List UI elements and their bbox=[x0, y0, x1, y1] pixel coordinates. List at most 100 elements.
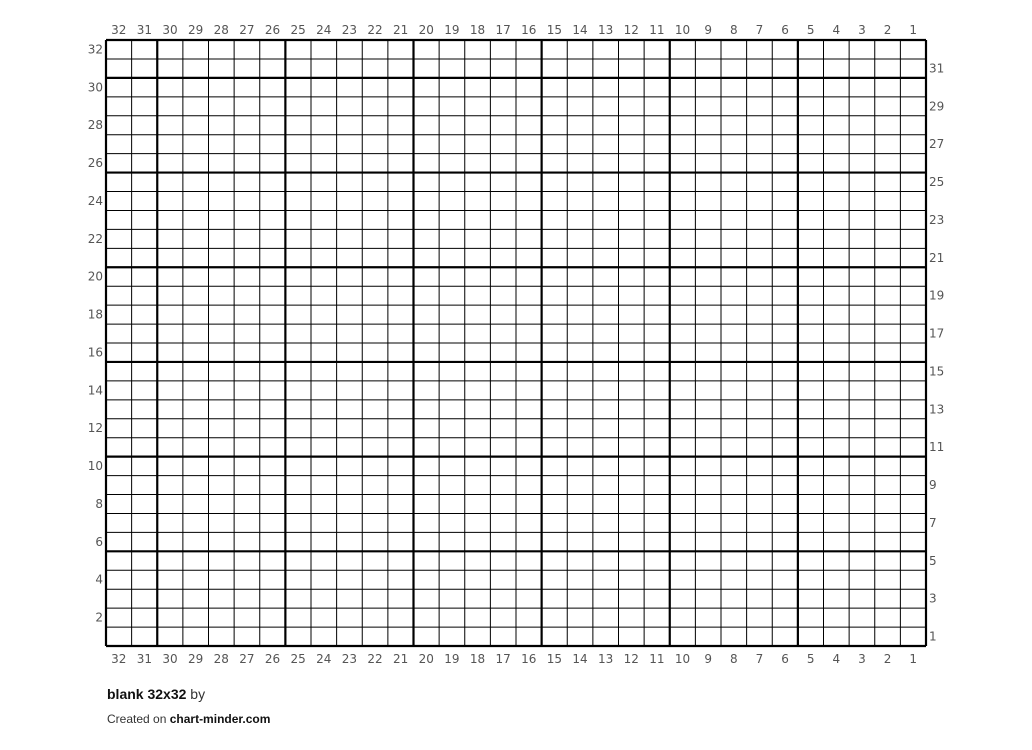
grid-cell bbox=[772, 456, 798, 476]
grid-cell bbox=[259, 361, 286, 381]
grid-cell bbox=[439, 532, 465, 552]
grid-cell bbox=[669, 513, 696, 533]
grid-cell bbox=[797, 570, 824, 590]
column-label-top: 13 bbox=[598, 23, 613, 37]
grid-cell bbox=[823, 305, 850, 325]
grid-cell bbox=[618, 229, 645, 249]
grid-cell bbox=[644, 115, 670, 135]
grid-cell bbox=[387, 115, 414, 135]
grid-cell bbox=[336, 40, 363, 59]
grid-cell bbox=[182, 399, 209, 419]
grid-cell bbox=[874, 324, 901, 343]
grid-cell bbox=[695, 570, 721, 590]
grid-cell bbox=[131, 456, 158, 476]
grid-cell bbox=[516, 399, 542, 419]
grid-cell bbox=[541, 627, 568, 646]
grid-cell bbox=[157, 153, 183, 173]
grid-cell bbox=[721, 380, 747, 400]
row-label-left: 32 bbox=[88, 42, 103, 56]
grid-cell bbox=[541, 551, 568, 571]
grid-cell bbox=[567, 115, 593, 135]
grid-cell bbox=[849, 324, 875, 343]
grid-cell bbox=[823, 210, 850, 230]
grid-cell bbox=[362, 248, 388, 268]
column-label-top: 12 bbox=[624, 23, 639, 37]
row-label-left: 22 bbox=[88, 232, 103, 246]
grid-cell bbox=[336, 399, 363, 419]
grid-cell bbox=[311, 494, 337, 514]
grid-cell bbox=[669, 96, 696, 116]
grid-cell bbox=[131, 380, 158, 400]
grid-cell bbox=[106, 286, 132, 306]
grid-cell bbox=[464, 58, 491, 78]
grid-cell bbox=[362, 627, 388, 646]
grid-cell bbox=[106, 589, 132, 609]
grid-cell bbox=[311, 627, 337, 646]
grid-cell bbox=[900, 77, 926, 97]
row-label-left: 24 bbox=[88, 194, 103, 208]
grid-cell bbox=[797, 456, 824, 476]
grid-cell bbox=[721, 305, 747, 325]
grid-cell bbox=[208, 40, 235, 59]
grid-cell bbox=[413, 229, 440, 249]
grid-cell bbox=[823, 40, 850, 59]
grid-cell bbox=[669, 229, 696, 249]
grid-cell bbox=[464, 248, 491, 268]
column-label-bottom: 1 bbox=[909, 652, 917, 666]
grid-cell bbox=[746, 134, 773, 154]
grid-cell bbox=[849, 627, 875, 646]
grid-cell bbox=[797, 115, 824, 135]
column-label-top: 29 bbox=[188, 23, 203, 37]
grid-cell bbox=[644, 608, 670, 628]
grid-cell bbox=[439, 58, 465, 78]
grid-cell bbox=[362, 134, 388, 154]
grid-cell bbox=[669, 494, 696, 514]
grid-cell bbox=[618, 324, 645, 343]
grid-cell bbox=[721, 248, 747, 268]
grid-cell bbox=[541, 324, 568, 343]
grid-cell bbox=[413, 380, 440, 400]
grid-cell bbox=[464, 437, 491, 457]
column-label-bottom: 28 bbox=[214, 652, 229, 666]
grid-cell bbox=[797, 475, 824, 495]
grid-cell bbox=[413, 570, 440, 590]
grid-cell bbox=[567, 153, 593, 173]
grid-cell bbox=[669, 172, 696, 192]
grid-cell bbox=[849, 551, 875, 571]
grid-cell bbox=[541, 532, 568, 552]
column-label-top: 24 bbox=[316, 23, 331, 37]
grid-cell bbox=[567, 608, 593, 628]
grid-cell bbox=[746, 343, 773, 362]
grid-cell bbox=[567, 361, 593, 381]
chart-name: blank 32x32 bbox=[107, 686, 187, 702]
grid-cell bbox=[182, 456, 209, 476]
grid-cell bbox=[259, 40, 286, 59]
grid-cell bbox=[695, 58, 721, 78]
grid-cell bbox=[182, 286, 209, 306]
grid-cell bbox=[362, 437, 388, 457]
grid-cell bbox=[182, 437, 209, 457]
grid-cell bbox=[823, 343, 850, 362]
column-label-bottom: 26 bbox=[265, 652, 280, 666]
grid-cell bbox=[695, 229, 721, 249]
grid-cell bbox=[695, 475, 721, 495]
grid-cell bbox=[362, 532, 388, 552]
grid-cell bbox=[567, 229, 593, 249]
grid-cell bbox=[234, 475, 260, 495]
grid-cell bbox=[464, 172, 491, 192]
grid-cell bbox=[413, 494, 440, 514]
grid-cell bbox=[464, 589, 491, 609]
grid-cell bbox=[131, 248, 158, 268]
grid-cell bbox=[567, 286, 593, 306]
grid-cell bbox=[746, 210, 773, 230]
grid-cell bbox=[311, 589, 337, 609]
grid-cell bbox=[823, 153, 850, 173]
grid-cell bbox=[849, 399, 875, 419]
grid-cell bbox=[772, 191, 798, 211]
grid-cell bbox=[285, 96, 311, 116]
grid-cell bbox=[285, 551, 311, 571]
grid-cell bbox=[669, 134, 696, 154]
site-link[interactable]: chart-minder.com bbox=[169, 712, 271, 726]
grid-cell bbox=[849, 248, 875, 268]
grid-cell bbox=[234, 324, 260, 343]
